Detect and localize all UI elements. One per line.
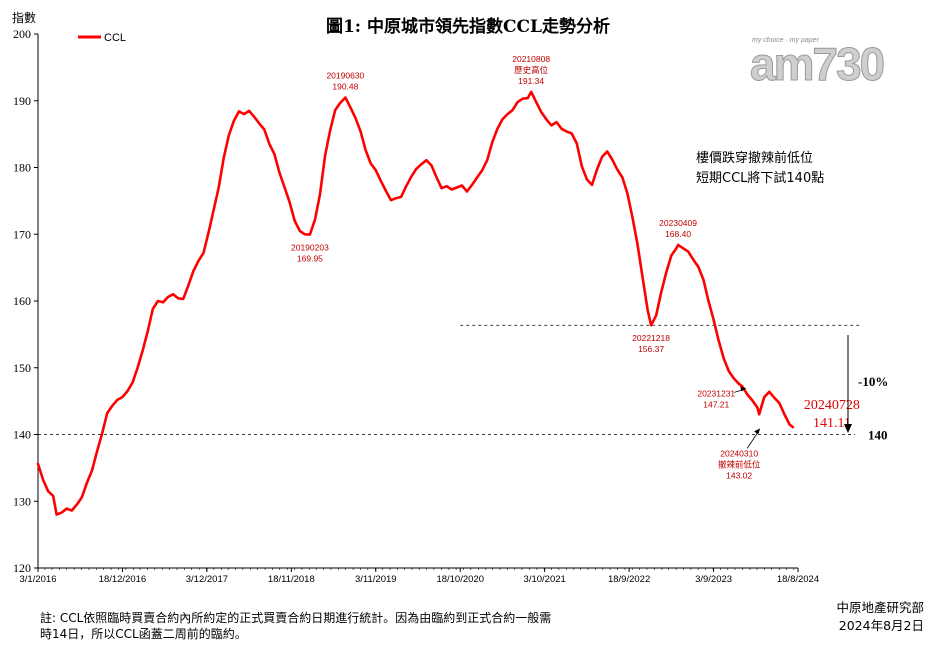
- annotation-latest-text: 20240728: [804, 398, 860, 413]
- x-tick-label: 3/9/2023: [695, 574, 732, 585]
- drop-percent-label: -10%: [858, 374, 888, 389]
- annotation-text: 20231231: [697, 388, 735, 398]
- annotation-text: 143.02: [726, 470, 752, 480]
- drop-indicator: -10%: [844, 335, 888, 433]
- annotation-text: 20190630: [326, 71, 364, 81]
- annotation-text: 歷史高位: [514, 65, 549, 75]
- annotation-arrow-head: [740, 386, 747, 392]
- side-note-line-2: 短期CCL將下試140點: [696, 170, 824, 186]
- x-tick-label: 3/10/2021: [524, 574, 566, 585]
- x-tick-label: 3/1/2016: [20, 574, 57, 585]
- x-tick-label: 3/11/2019: [355, 574, 397, 585]
- annotation-text: 169.95: [297, 254, 323, 264]
- y-tick-label: 130: [13, 494, 31, 508]
- source-org: 中原地產研究部: [836, 600, 924, 615]
- legend-label-ccl: CCL: [104, 32, 126, 44]
- y-tick-label: 150: [13, 361, 31, 375]
- am730-logo: my choice · my paper am730: [748, 28, 893, 91]
- footnote-line-2: 時14日，所以CCL函蓋二周前的臨約。: [40, 627, 247, 641]
- annotation-text: 190.48: [332, 82, 358, 92]
- reference-label-140: 140: [868, 428, 888, 443]
- footnote: 註: CCL依照臨時買賣合約內所約定的正式買賣合約日期進行統計。因為由臨約到正式…: [40, 610, 640, 642]
- x-tick-label: 18/11/2018: [268, 574, 315, 585]
- annotation-text: 20190203: [291, 243, 329, 253]
- logo-wordmark: am730: [750, 38, 884, 86]
- y-tick-label: 160: [13, 294, 31, 308]
- source-date: 2024年8月2日: [838, 618, 924, 633]
- annotation-20240728: 20240728 141.11: [804, 398, 860, 431]
- annotation-arrow-head: [754, 428, 761, 435]
- series-line-ccl: [36, 90, 795, 516]
- series-layer: [36, 90, 795, 516]
- y-tick-label: 140: [13, 428, 31, 442]
- annotation-latest-text: 141.11: [813, 416, 851, 431]
- y-tick-label: 200: [13, 27, 31, 41]
- annotation-text: 撤辣前低位: [718, 459, 761, 469]
- axes: 120 130 140 150 160 170 180 190 200 3/1/2016 18/12…: [13, 27, 819, 585]
- x-tick-label: 18/12/2016: [99, 574, 147, 585]
- x-tick-label: 18/9/2022: [608, 574, 650, 585]
- side-note: 樓價跌穿撤辣前低位 短期CCL將下試140點: [696, 150, 824, 186]
- annotation-text: 20230409: [659, 218, 697, 228]
- logo-tagline: my choice · my paper: [752, 37, 820, 44]
- reference-lines: 140: [38, 324, 888, 443]
- legend: CCL: [78, 32, 126, 44]
- annotation-text: 191.34: [518, 76, 544, 86]
- side-note-line-1: 樓價跌穿撤辣前低位: [696, 150, 813, 166]
- annotation-text: 147.21: [703, 399, 729, 409]
- annotation-text: 156.37: [638, 344, 664, 354]
- logo-mark: my choice · my paper am730: [750, 37, 887, 91]
- x-tick-label: 18/10/2020: [436, 574, 484, 585]
- x-tick-label: 18/8/2024: [777, 574, 819, 585]
- chart-title: 圖1: 中原城市領先指數CCL走勢分析: [326, 16, 610, 37]
- drop-arrow-head: [844, 424, 852, 433]
- annotation-text: 20221218: [632, 333, 670, 343]
- annotation-text: 20240310: [720, 448, 758, 458]
- y-tick-label: 170: [13, 227, 31, 241]
- y-tick-label: 120: [13, 561, 31, 575]
- y-axis-label: 指數: [12, 10, 36, 25]
- footnote-line-1: 註: CCL依照臨時買賣合約內所約定的正式買賣合約日期進行統計。因為由臨約到正式…: [40, 611, 552, 625]
- annotation-text: 20210808: [512, 54, 550, 64]
- annotation-text: 168.40: [665, 229, 691, 239]
- source-credit: 中原地產研究部 2024年8月2日: [836, 599, 924, 635]
- x-tick-label: 3/12/2017: [186, 574, 228, 585]
- y-tick-label: 180: [13, 161, 31, 175]
- y-tick-label: 190: [13, 94, 31, 108]
